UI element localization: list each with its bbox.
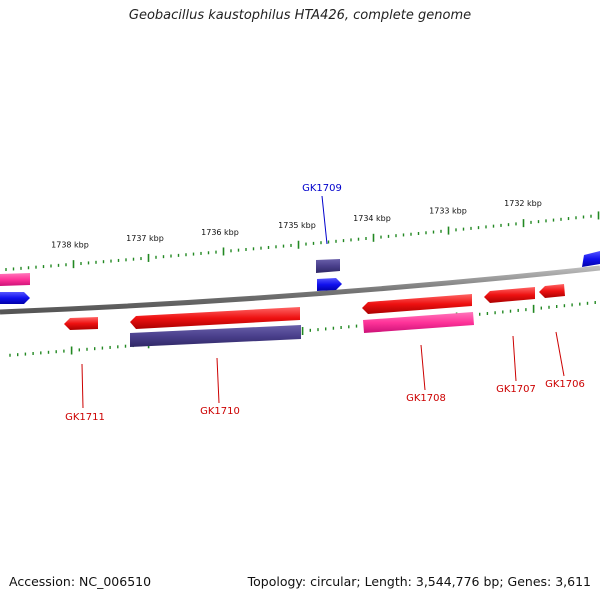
gene-gk1711[interactable] [64,317,98,330]
accession-text: Accession: NC_006510 [9,574,152,589]
leader-gk1710 [216,357,220,404]
label-gk1709[interactable]: GK1709 [302,183,342,194]
label-gk1708[interactable]: GK1708 [406,393,446,404]
gene-gk1710[interactable] [130,307,300,329]
leader-gk1709 [321,195,328,245]
label-gk1706[interactable]: GK1706 [545,379,585,390]
scale-label-1736: 1736 kbp [201,228,239,237]
leader-gk1708 [420,344,426,391]
genome-title: Geobacillus kaustophilus HTA426, complet… [128,8,472,23]
gene-gk1706[interactable] [539,284,565,298]
gene-gk1709-top[interactable] [316,259,340,273]
gene-partial-left-pink [0,273,30,286]
gene-gk1708-reverse[interactable] [363,312,474,333]
leader-gk1711 [81,363,84,409]
scale-label-1734: 1734 kbp [353,214,391,223]
scale-labels: 1738 kbp 1737 kbp 1736 kbp 1735 kbp 1734 kbp… [51,199,542,249]
gene-gk1709[interactable] [317,278,342,291]
label-gk1711[interactable]: GK1711 [65,412,105,423]
gene-gk1708[interactable] [362,294,472,314]
scale-label-1732: 1732 kbp [504,199,542,208]
gene-partial-right-blue [582,251,600,267]
gene-gk1707[interactable] [484,287,535,303]
genome-backbone [0,265,600,315]
outer-scale-ring [5,211,600,272]
leader-gk1707 [512,335,517,382]
gene-partial-left-blue [0,292,30,304]
scale-label-1735: 1735 kbp [278,221,316,230]
leader-gk1706 [555,331,565,377]
scale-label-1738: 1738 kbp [51,240,89,249]
genome-summary-text: Topology: circular; Length: 3,544,776 bp… [247,574,591,589]
gene-gk1710-reverse[interactable] [130,325,301,347]
scale-label-1733: 1733 kbp [429,207,467,216]
label-gk1707[interactable]: GK1707 [496,384,536,395]
scale-label-1737: 1737 kbp [126,234,164,243]
label-gk1710[interactable]: GK1710 [200,406,240,417]
